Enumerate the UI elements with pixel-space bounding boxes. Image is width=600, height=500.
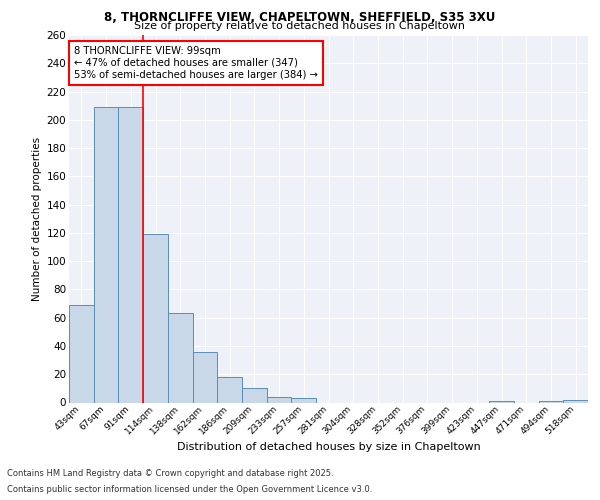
- Text: 8 THORNCLIFFE VIEW: 99sqm
← 47% of detached houses are smaller (347)
53% of semi: 8 THORNCLIFFE VIEW: 99sqm ← 47% of detac…: [74, 46, 318, 80]
- Bar: [118, 107, 143, 403]
- Bar: [489, 401, 514, 402]
- Bar: [242, 388, 267, 402]
- Bar: [267, 397, 292, 402]
- Bar: [193, 352, 217, 403]
- Bar: [69, 305, 94, 402]
- Text: Contains public sector information licensed under the Open Government Licence v3: Contains public sector information licen…: [7, 485, 373, 494]
- Bar: [292, 398, 316, 402]
- Bar: [143, 234, 168, 402]
- Bar: [539, 401, 563, 402]
- X-axis label: Distribution of detached houses by size in Chapeltown: Distribution of detached houses by size …: [176, 442, 481, 452]
- Text: Size of property relative to detached houses in Chapeltown: Size of property relative to detached ho…: [134, 21, 466, 31]
- Y-axis label: Number of detached properties: Number of detached properties: [32, 136, 43, 301]
- Text: 8, THORNCLIFFE VIEW, CHAPELTOWN, SHEFFIELD, S35 3XU: 8, THORNCLIFFE VIEW, CHAPELTOWN, SHEFFIE…: [104, 11, 496, 24]
- Bar: [217, 377, 242, 402]
- Bar: [94, 107, 118, 403]
- Text: Contains HM Land Registry data © Crown copyright and database right 2025.: Contains HM Land Registry data © Crown c…: [7, 468, 334, 477]
- Bar: [563, 400, 588, 402]
- Bar: [168, 314, 193, 402]
